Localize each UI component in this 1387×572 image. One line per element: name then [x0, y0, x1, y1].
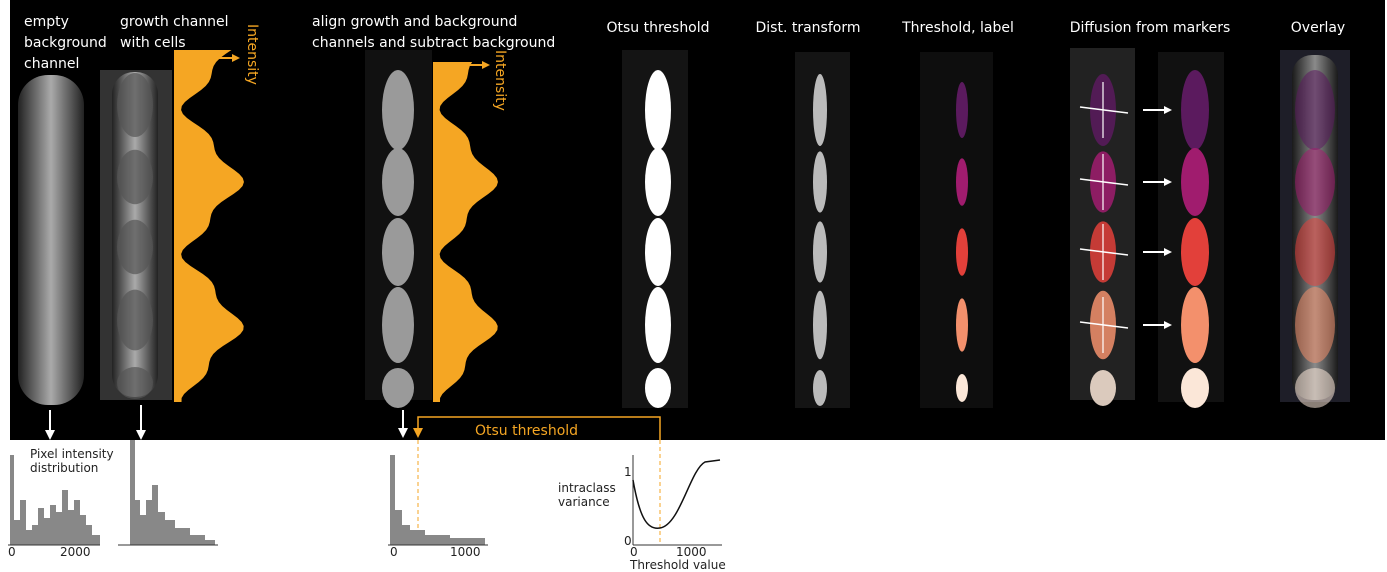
- cell: [117, 150, 153, 204]
- cell: [382, 70, 414, 150]
- step-label: Diffusion from markers: [1070, 20, 1231, 36]
- step-label: Threshold, label: [901, 20, 1014, 36]
- caption: Pixel intensity: [30, 447, 114, 461]
- cell-mask: [645, 70, 671, 150]
- label: background: [24, 35, 107, 51]
- cell-result: [1181, 287, 1209, 363]
- cell-label: [956, 298, 968, 351]
- cell-label: [956, 82, 968, 138]
- step-label: Dist. transform: [756, 20, 861, 36]
- label: empty: [24, 14, 69, 30]
- cell-overlay: [1295, 287, 1335, 363]
- tick-label: 1000: [676, 545, 707, 559]
- otsu-label: Otsu threshold: [475, 423, 578, 439]
- cell-diffusion: [1090, 370, 1116, 406]
- label: growth channel: [120, 14, 229, 30]
- label: with cells: [120, 35, 186, 51]
- cell-label: [956, 374, 968, 402]
- cell-result: [1181, 70, 1209, 150]
- cell-dist: [813, 221, 827, 282]
- y-label: variance: [558, 495, 610, 509]
- cell: [117, 73, 153, 137]
- cell-overlay: [1295, 148, 1335, 216]
- cell: [117, 290, 153, 351]
- cell: [382, 218, 414, 286]
- tick-label: 2000: [60, 545, 91, 559]
- cell: [117, 220, 153, 274]
- histogram: [390, 455, 485, 545]
- step-label: Otsu threshold: [606, 20, 709, 36]
- tick-label: 0: [8, 545, 16, 559]
- tick-label: 0: [390, 545, 398, 559]
- cell-overlay: [1295, 218, 1335, 286]
- label: align growth and background: [312, 14, 517, 30]
- tick-label: 1: [624, 465, 632, 479]
- cell-mask: [645, 218, 671, 286]
- cell-dist: [813, 370, 827, 406]
- y-label: intraclass: [558, 481, 616, 495]
- caption: distribution: [30, 461, 98, 475]
- cell-label: [956, 158, 968, 206]
- figure: empty background channel growth channel …: [0, 0, 1387, 572]
- cell-dist: [813, 291, 827, 359]
- tick-label: 0: [630, 545, 638, 559]
- cell: [382, 287, 414, 363]
- cell-label: [956, 228, 968, 276]
- cell: [382, 368, 414, 408]
- x-label: Threshold value: [629, 558, 726, 572]
- cell-result: [1181, 368, 1209, 408]
- histogram: [120, 440, 215, 545]
- axis-label: Intensity: [492, 50, 508, 111]
- label: channels and subtract background: [312, 35, 555, 51]
- cell-result: [1181, 218, 1209, 286]
- cell-result: [1181, 148, 1209, 216]
- step-label: Overlay: [1291, 20, 1345, 36]
- cell-mask: [645, 148, 671, 216]
- tick-label: 1000: [450, 545, 481, 559]
- axis-label: Intensity: [244, 24, 260, 85]
- axes: [8, 455, 722, 545]
- cell: [382, 148, 414, 216]
- background-image: [18, 75, 84, 405]
- cell-overlay: [1295, 368, 1335, 408]
- cell-mask: [645, 368, 671, 408]
- cell-overlay: [1295, 70, 1335, 150]
- label: channel: [24, 56, 79, 72]
- cell: [117, 367, 153, 399]
- cell-dist: [813, 74, 827, 146]
- cell-mask: [645, 287, 671, 363]
- cell-dist: [813, 151, 827, 212]
- variance-curve: [633, 460, 720, 528]
